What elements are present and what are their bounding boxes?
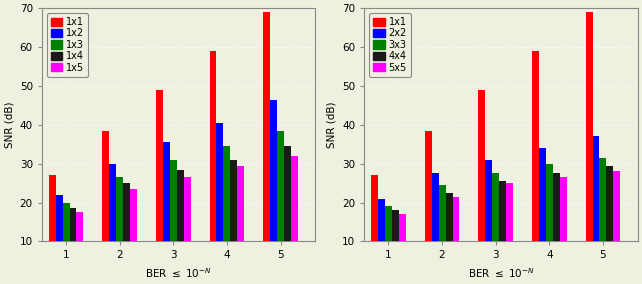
Bar: [184, 177, 191, 280]
Bar: [169, 160, 177, 280]
Bar: [392, 210, 399, 280]
Bar: [62, 202, 69, 280]
Bar: [291, 156, 298, 280]
Bar: [209, 51, 216, 280]
Bar: [485, 160, 492, 280]
Bar: [560, 177, 567, 280]
Bar: [593, 137, 600, 280]
Bar: [399, 214, 406, 280]
Bar: [478, 90, 485, 280]
Bar: [546, 164, 553, 280]
Bar: [49, 175, 56, 280]
Bar: [539, 148, 546, 280]
Bar: [532, 51, 539, 280]
Bar: [453, 197, 460, 280]
Bar: [230, 160, 238, 280]
X-axis label: BER $\leq$ $10^{-N}$: BER $\leq$ $10^{-N}$: [145, 266, 212, 280]
Legend: 1x1, 2x2, 3x3, 4x4, 5x5: 1x1, 2x2, 3x3, 4x4, 5x5: [369, 13, 411, 77]
X-axis label: BER $\leq$ $10^{-N}$: BER $\leq$ $10^{-N}$: [467, 266, 535, 280]
Bar: [163, 142, 169, 280]
Bar: [270, 99, 277, 280]
Bar: [216, 123, 223, 280]
Bar: [438, 185, 446, 280]
Bar: [156, 90, 163, 280]
Bar: [553, 174, 560, 280]
Y-axis label: SNR (dB): SNR (dB): [327, 102, 336, 148]
Bar: [492, 174, 499, 280]
Bar: [385, 206, 392, 280]
Bar: [177, 170, 184, 280]
Legend: 1x1, 1x2, 1x3, 1x4, 1x5: 1x1, 1x2, 1x3, 1x4, 1x5: [47, 13, 88, 77]
Bar: [277, 131, 284, 280]
Bar: [69, 208, 76, 280]
Bar: [431, 174, 438, 280]
Bar: [613, 172, 620, 280]
Bar: [263, 12, 270, 280]
Y-axis label: SNR (dB): SNR (dB): [4, 102, 14, 148]
Bar: [506, 183, 513, 280]
Bar: [130, 189, 137, 280]
Bar: [586, 12, 593, 280]
Bar: [109, 164, 116, 280]
Bar: [607, 166, 613, 280]
Bar: [284, 146, 291, 280]
Bar: [238, 166, 245, 280]
Bar: [56, 195, 62, 280]
Bar: [446, 193, 453, 280]
Bar: [102, 131, 109, 280]
Bar: [371, 175, 378, 280]
Bar: [116, 177, 123, 280]
Bar: [378, 199, 385, 280]
Bar: [424, 131, 431, 280]
Bar: [123, 183, 130, 280]
Bar: [499, 181, 506, 280]
Bar: [600, 158, 607, 280]
Bar: [76, 212, 83, 280]
Bar: [223, 146, 230, 280]
